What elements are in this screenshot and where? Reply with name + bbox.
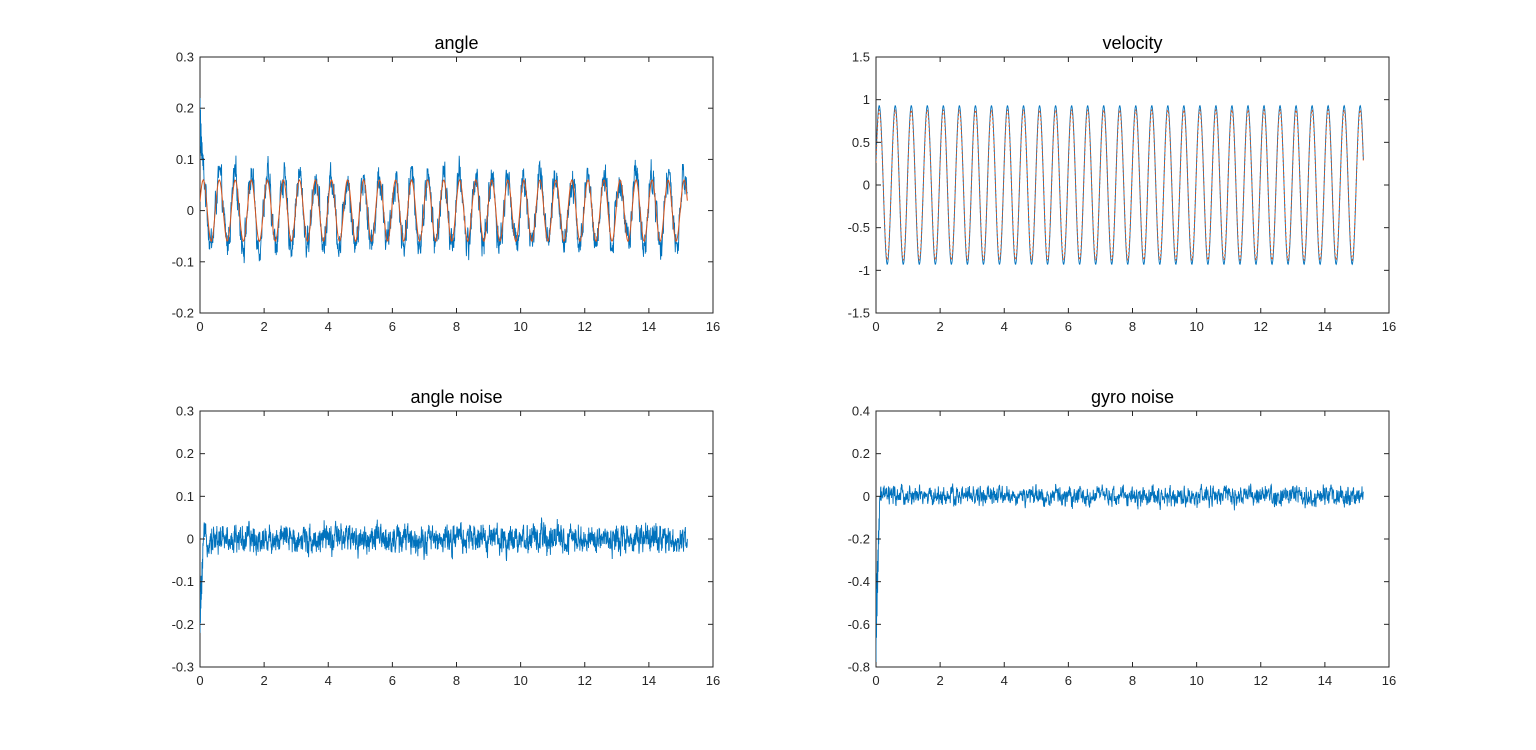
y-tick-label: 0.2 <box>176 101 194 116</box>
chart-3: 0 2 4 6 8 10 12 14 16 -0.3 -0.2 -0.1 0 0.1 0.2 0.3 angle… <box>172 387 721 688</box>
x-tick-label: 4 <box>1001 673 1008 688</box>
x-tick-label: 8 <box>453 673 460 688</box>
chart-1: 0 2 4 6 8 10 12 14 16 -0.2 -0.1 0 0.1 0.2 0.3 angle <box>172 33 721 334</box>
x-tick-label: 14 <box>642 673 656 688</box>
axes-box <box>199 56 714 314</box>
y-tick-label: 0.4 <box>852 404 870 419</box>
x-tick-label: 8 <box>453 319 460 334</box>
y-tick-label: 0.3 <box>176 404 194 419</box>
x-tick-label: 16 <box>706 673 720 688</box>
y-tick-label: -1.5 <box>848 306 870 321</box>
x-tick-label: 16 <box>1382 319 1396 334</box>
y-tick-label: -0.6 <box>848 617 870 632</box>
x-tick-label: 16 <box>1382 673 1396 688</box>
x-tick-label: 2 <box>937 319 944 334</box>
x-tick-label: 6 <box>1065 673 1072 688</box>
x-tick-label: 0 <box>872 319 879 334</box>
x-tick-label: 6 <box>1065 319 1072 334</box>
y-tick-label: 0 <box>863 489 870 504</box>
x-tick-label: 12 <box>1254 319 1268 334</box>
series-line-2 <box>200 178 688 243</box>
x-tick-label: 12 <box>578 319 592 334</box>
x-tick-label: 6 <box>389 673 396 688</box>
x-tick-label: 10 <box>1189 673 1203 688</box>
y-tick-label: 0 <box>187 532 194 547</box>
y-tick-label: 1.5 <box>852 50 870 65</box>
y-tick-label: -0.5 <box>848 220 870 235</box>
y-tick-label: -0.2 <box>848 532 870 547</box>
y-tick-label: 0.2 <box>852 446 870 461</box>
y-tick-label: -0.2 <box>172 306 194 321</box>
chart-title: velocity <box>1102 33 1162 53</box>
x-tick-label: 0 <box>872 673 879 688</box>
x-tick-label: 14 <box>1318 319 1332 334</box>
series-line-1 <box>200 517 688 633</box>
x-tick-label: 2 <box>937 673 944 688</box>
y-tick-label: -0.3 <box>172 660 194 675</box>
y-tick-label: -0.1 <box>172 574 194 589</box>
y-tick-label: 0.3 <box>176 50 194 65</box>
x-tick-label: 2 <box>261 673 268 688</box>
chart-2: 0 2 4 6 8 10 12 14 16 -1.5 -1 -0.5 0 0.5 1 1.5 velocity <box>848 33 1397 334</box>
x-tick-label: 4 <box>1001 319 1008 334</box>
x-tick-label: 4 <box>325 319 332 334</box>
y-tick-label: 0 <box>187 203 194 218</box>
chart-4: 0 2 4 6 8 10 12 14 16 -0.8 -0.6 -0.4 -0.2 0 0.2 0.4 gyro… <box>848 387 1397 688</box>
y-tick-label: 0 <box>863 178 870 193</box>
x-tick-label: 4 <box>325 673 332 688</box>
y-tick-label: 0.1 <box>176 489 194 504</box>
x-tick-label: 0 <box>196 673 203 688</box>
x-tick-label: 10 <box>513 673 527 688</box>
axes-box <box>875 410 1390 668</box>
x-tick-label: 6 <box>389 319 396 334</box>
series-line-1 <box>876 104 1364 266</box>
x-tick-label: 10 <box>513 319 527 334</box>
y-tick-label: -0.4 <box>848 574 870 589</box>
y-tick-label: 0.2 <box>176 446 194 461</box>
y-tick-label: 0.1 <box>176 152 194 167</box>
chart-title: gyro noise <box>1091 387 1174 407</box>
y-tick-label: 1 <box>863 92 870 107</box>
x-tick-label: 10 <box>1189 319 1203 334</box>
x-tick-label: 12 <box>1254 673 1268 688</box>
y-tick-label: -1 <box>858 263 870 278</box>
x-tick-label: 2 <box>261 319 268 334</box>
y-tick-label: -0.2 <box>172 617 194 632</box>
x-tick-label: 14 <box>1318 673 1332 688</box>
x-tick-label: 12 <box>578 673 592 688</box>
x-tick-label: 0 <box>196 319 203 334</box>
y-tick-label: -0.8 <box>848 660 870 675</box>
y-tick-label: -0.1 <box>172 254 194 269</box>
x-tick-label: 16 <box>706 319 720 334</box>
chart-title: angle <box>434 33 478 53</box>
x-tick-label: 14 <box>642 319 656 334</box>
x-tick-label: 8 <box>1129 673 1136 688</box>
y-tick-label: 0.5 <box>852 135 870 150</box>
x-tick-label: 8 <box>1129 319 1136 334</box>
series-line-1 <box>876 483 1364 663</box>
chart-title: angle noise <box>410 387 502 407</box>
series-line-2 <box>876 108 1364 262</box>
axes-box <box>875 56 1390 314</box>
